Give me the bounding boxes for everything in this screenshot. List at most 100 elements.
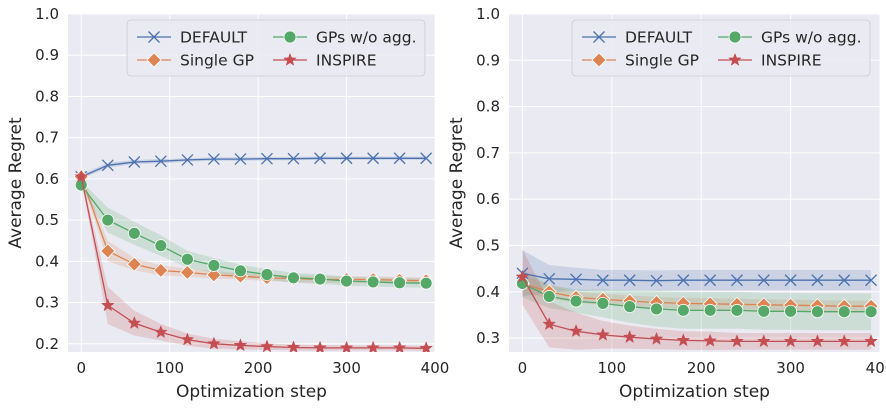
legend-box [571, 19, 871, 77]
data-point-gps-w-o-agg [730, 303, 744, 317]
legend-marker-single-gp [146, 52, 162, 68]
legend-marker-default [148, 31, 160, 43]
y-tick-label: 0.5 [35, 211, 59, 229]
data-point-inspire [339, 340, 354, 352]
x-tick-label: 300 [332, 359, 361, 377]
data-point-single-gp [206, 267, 222, 283]
y-axis-label: Average Regret [447, 117, 467, 249]
data-point-gps-w-o-agg [313, 272, 327, 286]
data-point-default [704, 274, 717, 287]
data-point-default [287, 152, 300, 165]
data-point-default [207, 153, 220, 166]
data-point-default [811, 274, 824, 287]
data-point-default [101, 159, 114, 172]
data-point-gps-w-o-agg [542, 290, 556, 303]
data-point-default [784, 274, 797, 287]
data-point-inspire [837, 334, 852, 348]
data-point-default [731, 274, 743, 287]
data-point-inspire [180, 332, 195, 346]
y-tick-label: 0.3 [35, 294, 59, 312]
data-point-gps-w-o-agg [650, 302, 663, 316]
data-point-inspire [313, 340, 327, 352]
data-point-inspire [207, 336, 221, 350]
y-tick-label: 0.8 [35, 87, 59, 105]
legend-label-inspire: INSPIRE [316, 52, 377, 70]
data-point-inspire [676, 333, 691, 347]
data-point-inspire [649, 331, 664, 345]
y-tick-label: 0.7 [476, 144, 500, 162]
data-point-inspire [622, 329, 637, 344]
data-point-default [181, 153, 194, 166]
data-point-default [340, 152, 353, 165]
y-tick-label: 0.9 [476, 51, 500, 69]
data-point-gps-w-o-agg [340, 274, 353, 288]
legend-marker-gps-w-o-agg [283, 30, 297, 44]
series-group [514, 249, 879, 351]
series-line-inspire [521, 276, 872, 343]
data-point-gps-w-o-agg [596, 296, 610, 310]
y-axis-label: Average Regret [6, 117, 26, 249]
legend-label-gps-w-o-agg: GPs w/o agg. [761, 29, 862, 47]
data-point-default [543, 272, 556, 285]
series-line-inspire [80, 176, 427, 349]
y-tick-label: 0.8 [476, 98, 500, 116]
data-point-gps-w-o-agg [74, 178, 88, 192]
data-point-default [865, 274, 878, 287]
data-point-gps-w-o-agg [757, 304, 771, 318]
x-tick-label: 100 [597, 359, 626, 377]
data-point-inspire [810, 334, 825, 348]
chart-panel-1: 0 100 200 300 400 0.2 0.3 0.4 0.5 0.6 0.7 0.8 0.9 1.0… [6, 5, 449, 402]
x-tick-label: 100 [155, 359, 184, 377]
data-point-inspire [730, 334, 744, 348]
legend-label-default: DEFAULT [625, 29, 693, 47]
data-point-gps-w-o-agg [569, 294, 583, 308]
data-point-gps-w-o-agg [419, 276, 433, 290]
data-point-gps-w-o-agg [784, 304, 798, 318]
data-point-gps-w-o-agg [366, 275, 380, 289]
confidence-band-single-gp [522, 274, 872, 312]
data-point-gps-w-o-agg [127, 226, 141, 240]
data-point-default [623, 274, 636, 287]
data-point-default [314, 152, 326, 165]
data-point-single-gp [179, 264, 195, 281]
confidence-band-inspire [522, 249, 872, 351]
data-point-inspire [366, 340, 380, 352]
chart-panel-2: 0 100 200 300 400 0.3 0.4 0.5 0.6 0.7 0.8 0.9 1.0 Opt… [447, 5, 886, 402]
legend-marker-inspire [283, 52, 297, 66]
data-point-gps-w-o-agg [260, 268, 274, 281]
y-tick-label: 1.0 [35, 5, 59, 23]
data-point-default [128, 156, 141, 168]
data-point-inspire [74, 169, 89, 183]
data-point-inspire [756, 334, 771, 348]
confidence-band-gps-w-o-agg [522, 269, 872, 331]
series-line-default [81, 157, 427, 178]
data-point-inspire [153, 324, 168, 339]
y-tick-label: 0.2 [35, 335, 59, 353]
x-axis-label: Optimization step [176, 382, 327, 402]
y-tick-label: 0.6 [476, 190, 500, 208]
data-point-inspire [703, 333, 718, 347]
confidence-band-default [522, 250, 872, 297]
legend-marker-inspire [728, 52, 742, 66]
data-point-default [570, 273, 583, 286]
data-point-gps-w-o-agg [837, 305, 851, 319]
data-point-inspire [127, 315, 142, 329]
confidence-band-gps-w-o-agg [81, 180, 427, 288]
data-point-gps-w-o-agg [811, 305, 824, 319]
data-point-single-gp [100, 243, 116, 259]
confidence-band-default [81, 156, 427, 179]
data-point-gps-w-o-agg [703, 303, 717, 317]
data-point-inspire [100, 298, 115, 312]
y-tick-label: 1.0 [476, 5, 500, 23]
data-point-inspire [260, 339, 274, 352]
legend-box [126, 19, 426, 77]
data-point-inspire [596, 327, 610, 341]
x-tick-label: 0 [518, 359, 528, 377]
data-point-gps-w-o-agg [207, 259, 221, 272]
data-point-default [367, 152, 380, 165]
legend-label-default: DEFAULT [180, 29, 248, 47]
data-point-gps-w-o-agg [393, 276, 407, 290]
y-tick-label: 0.9 [35, 46, 59, 64]
